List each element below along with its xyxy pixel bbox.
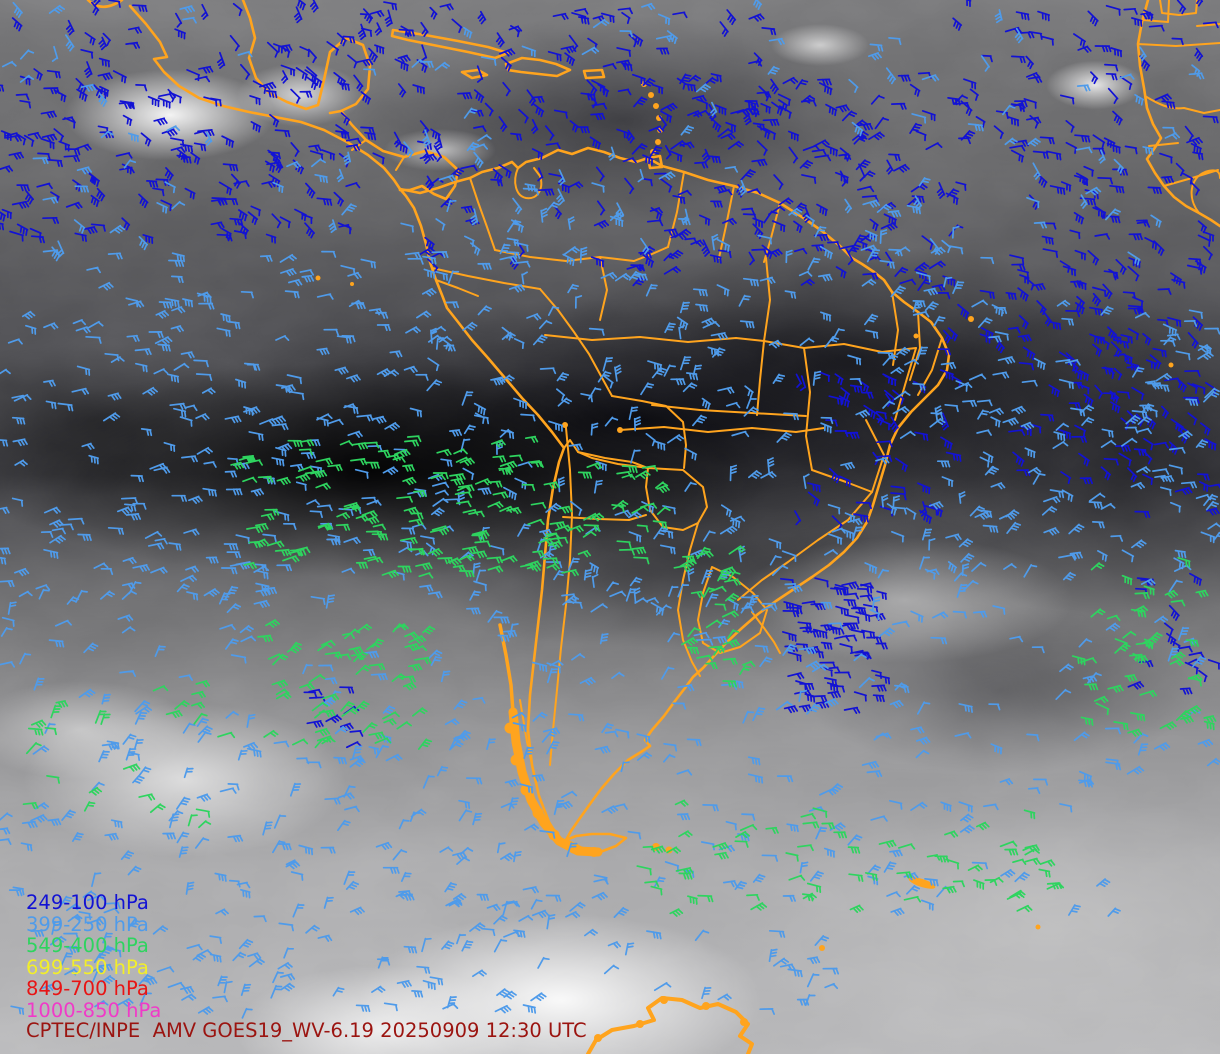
wind-barb-field [779, 577, 891, 714]
wind-barb-field [257, 619, 436, 750]
cuba [390, 28, 510, 60]
wind-barb-field [419, 199, 970, 628]
legend-item-549-400: 549-400 hPa [26, 934, 149, 958]
wind-barb-field [49, 881, 562, 1019]
country-boundaries [86, 0, 1220, 1054]
product-caption: CPTEC/INPE AMV GOES19_WV-6.19 20250909 1… [26, 1019, 587, 1042]
coastline-gulf-mexico [241, 0, 320, 111]
legend-item-849-700: 849-700 hPa [26, 977, 149, 1001]
legend-item-249-100: 249-100 hPa [26, 891, 149, 914]
hispaniola [504, 56, 572, 78]
trinidad [646, 154, 664, 170]
wind-barb-field [353, 1, 780, 167]
wind-barb-field [940, 299, 1220, 593]
pressure-level-legend: 249-100 hPa 399-250 hPa 549-400 hPa 699-… [26, 892, 161, 1022]
wind-barb-field [558, 462, 671, 577]
wind-barb-field [952, 0, 1219, 146]
wind-barb-field [1127, 481, 1220, 695]
caribbean-islands [390, 28, 664, 170]
antarctic-peninsula [586, 996, 754, 1054]
coastline-pacific-south-america [398, 187, 566, 842]
wind-barb-field [828, 605, 1220, 786]
legend-item-699-550: 699-550 hPa [26, 955, 149, 979]
wind-barb-field [626, 71, 976, 291]
wind-barb-field [673, 545, 756, 688]
coastline-caribbean-central-america [339, 109, 460, 201]
south-atlantic-islands [315, 275, 1174, 1042]
legend-item-399-250: 399-250 hPa [26, 912, 149, 936]
wind-barb-field [11, 0, 411, 84]
wind-barb-field [944, 830, 1065, 890]
puerto-rico [582, 68, 606, 80]
interior-borders [431, 167, 943, 766]
wind-barb-field [0, 63, 362, 244]
wind-barb-field [22, 680, 236, 829]
wind-barb-field [636, 799, 1041, 917]
coastline-yucatan [316, 36, 372, 115]
wind-barb-layer [0, 0, 1220, 1019]
wind-barb-field [418, 145, 946, 274]
wind-barb-field [794, 369, 962, 531]
coastline-atlantic-south-america [398, 146, 951, 842]
wind-barb-field [230, 435, 572, 579]
jamaica [460, 68, 489, 80]
west-africa [1136, 0, 1220, 228]
wind-barb-field [1, 0, 1205, 266]
wind-barb-field [0, 249, 463, 582]
wind-barb-field [829, 779, 1121, 917]
wind-barb-field [931, 268, 1052, 356]
legend-item-1000-850: 1000-850 hPa [26, 998, 162, 1022]
wind-barb-field [1071, 556, 1217, 737]
